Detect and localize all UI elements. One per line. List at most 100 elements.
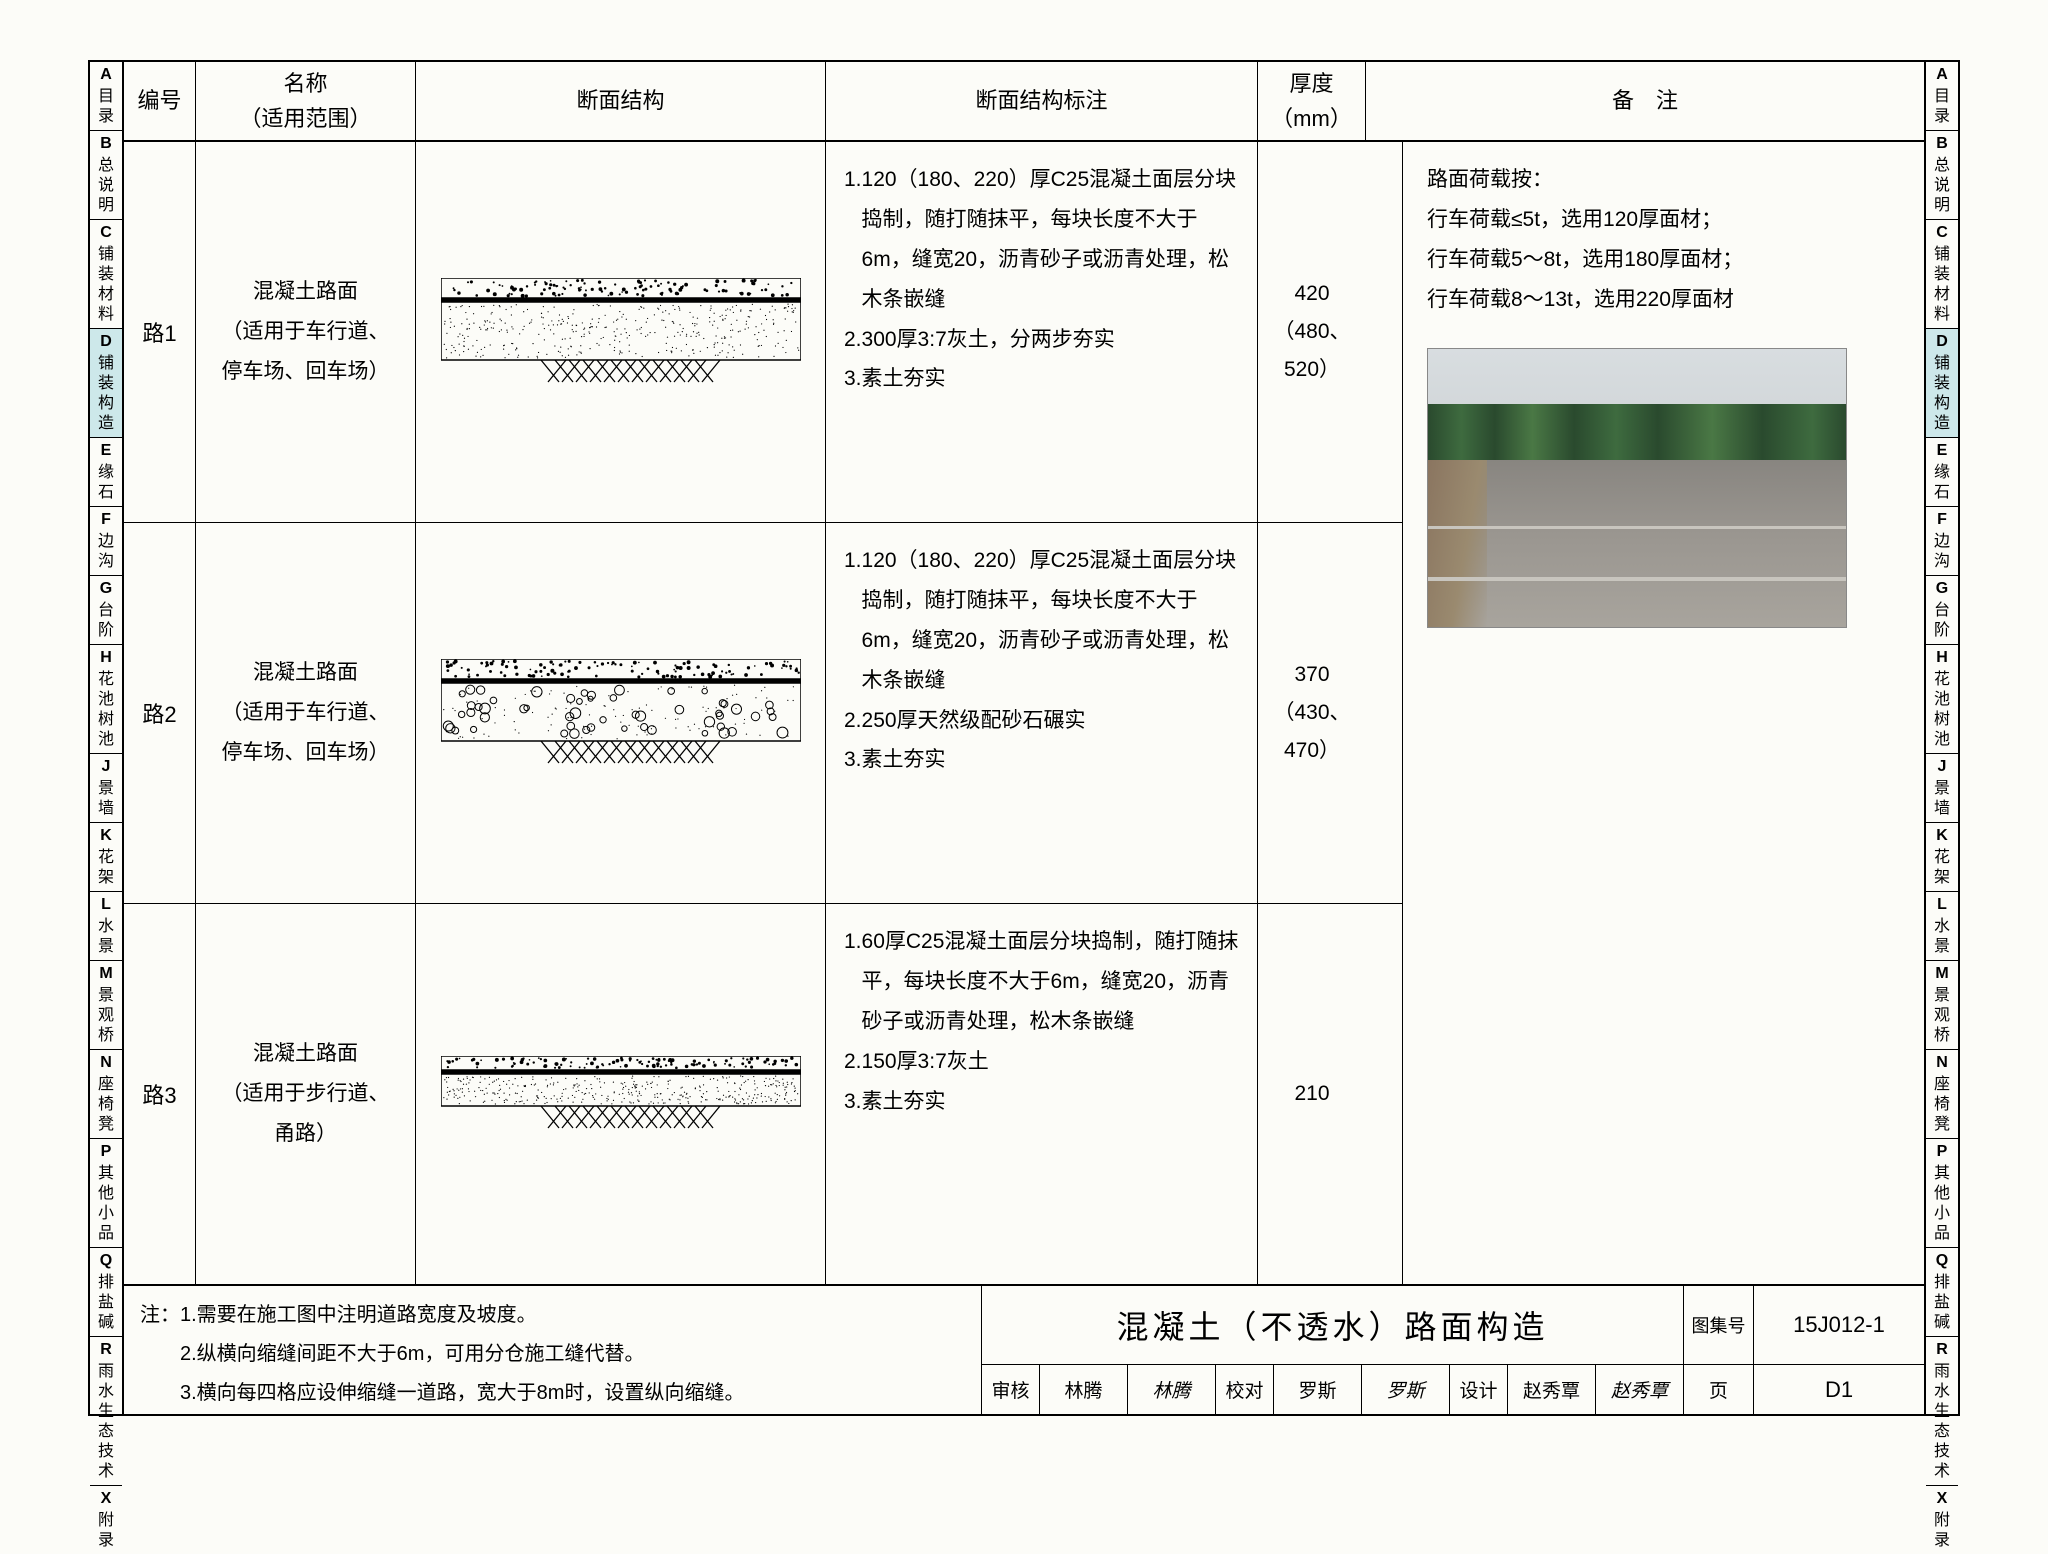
nav-left: A目录B总说明C铺装 材料D铺装 构造E缘石F边沟G台阶H花池 树池J景墙K花架… <box>90 62 124 1414</box>
annot-text: 250厚天然级配砂石碾实 <box>862 701 1086 741</box>
annot-item: 3.素土夯实 <box>844 740 1239 780</box>
annot-item: 2.250厚天然级配砂石碾实 <box>844 701 1239 741</box>
nav-item-C[interactable]: C铺装 材料 <box>90 220 122 329</box>
nav-item-X[interactable]: X附录 <box>1926 1486 1958 1554</box>
nav-item-J[interactable]: J景墙 <box>1926 754 1958 823</box>
name-line: 混凝土路面 <box>253 1034 358 1074</box>
nav-item-N[interactable]: N座椅凳 <box>1926 1050 1958 1139</box>
nav-label: 花架 <box>1929 848 1955 888</box>
thick-line: 210 <box>1294 1075 1329 1113</box>
annot-item: 3.素土夯实 <box>844 359 1239 399</box>
nav-label: 雨水生 态技术 <box>93 1362 119 1482</box>
nav-letter: N <box>100 1053 112 1073</box>
nav-item-B[interactable]: B总说明 <box>90 131 122 220</box>
hdr-struct: 断面结构 <box>416 62 826 140</box>
thick-line: 370 <box>1294 656 1329 694</box>
name-line: 混凝土路面 <box>253 653 358 693</box>
annot-text: 60厚C25混凝土面层分块捣制，随打随抹平，每块长度不大于6m，缝宽20，沥青砂… <box>862 922 1239 1042</box>
notes-label: 注： <box>140 1296 180 1413</box>
hdr-name-l1: 名称 <box>283 66 327 101</box>
nav-item-L[interactable]: L水景 <box>1926 892 1958 961</box>
row-name: 混凝土路面（适用于车行道、停车场、回车场） <box>196 142 416 522</box>
nav-item-P[interactable]: P其他 小品 <box>90 1139 122 1248</box>
nav-item-A[interactable]: A目录 <box>1926 62 1958 131</box>
nav-letter: H <box>100 648 112 668</box>
note-line: 1.需要在施工图中注明道路宽度及坡度。 <box>180 1296 744 1335</box>
nav-label: 花池 树池 <box>93 670 119 750</box>
reference-photo <box>1427 348 1847 628</box>
annot-text: 300厚3:7灰土，分两步夯实 <box>862 320 1115 360</box>
nav-letter: Q <box>1936 1251 1948 1271</box>
nav-item-R[interactable]: R雨水生 态技术 <box>1926 1337 1958 1486</box>
nav-item-L[interactable]: L水景 <box>90 892 122 961</box>
header-row: 编号 名称 （适用范围） 断面结构 断面结构标注 厚度 （mm） 备 注 <box>124 62 1924 142</box>
nav-label: 目录 <box>1929 87 1955 127</box>
nav-item-F[interactable]: F边沟 <box>90 507 122 576</box>
nav-letter: X <box>1937 1489 1948 1509</box>
row-section <box>416 523 826 903</box>
nav-item-G[interactable]: G台阶 <box>90 576 122 645</box>
code-value: 15J012-1 <box>1754 1286 1924 1364</box>
nav-item-R[interactable]: R雨水生 态技术 <box>90 1337 122 1486</box>
nav-item-E[interactable]: E缘石 <box>1926 438 1958 507</box>
nav-letter: G <box>100 579 112 599</box>
nav-letter: C <box>1936 223 1948 243</box>
hdr-remark-text: 备 注 <box>1612 83 1678 118</box>
nav-letter: M <box>1935 964 1948 984</box>
nav-item-M[interactable]: M景观桥 <box>1926 961 1958 1050</box>
nav-item-D[interactable]: D铺装 构造 <box>1926 329 1958 438</box>
hdr-name: 名称 （适用范围） <box>196 62 416 140</box>
nav-item-E[interactable]: E缘石 <box>90 438 122 507</box>
name-line: 混凝土路面 <box>253 272 358 312</box>
remark-line: 路面荷载按： <box>1427 160 1900 200</box>
nav-item-Q[interactable]: Q排盐碱 <box>90 1248 122 1337</box>
nav-right: A目录B总说明C铺装 材料D铺装 构造E缘石F边沟G台阶H花池 树池J景墙K花架… <box>1924 62 1958 1414</box>
nav-item-H[interactable]: H花池 树池 <box>1926 645 1958 754</box>
row-section <box>416 904 826 1284</box>
nav-item-B[interactable]: B总说明 <box>1926 131 1958 220</box>
cross-section-diagram <box>441 1056 801 1132</box>
sig-signature: 林腾 <box>1128 1365 1216 1414</box>
hdr-thick-l2: （mm） <box>1271 101 1352 136</box>
annot-text: 素土夯实 <box>862 1082 946 1122</box>
cross-section-diagram <box>441 659 801 767</box>
nav-item-F[interactable]: F边沟 <box>1926 507 1958 576</box>
nav-item-K[interactable]: K花架 <box>1926 823 1958 892</box>
row-annotation: 1.60厚C25混凝土面层分块捣制，随打随抹平，每块长度不大于6m，缝宽20，沥… <box>826 904 1258 1284</box>
footer-titleblock: 混凝土（不透水）路面构造 图集号 15J012-1 审核林腾林腾校对罗斯罗斯设计… <box>982 1286 1924 1414</box>
nav-item-G[interactable]: G台阶 <box>1926 576 1958 645</box>
nav-item-M[interactable]: M景观桥 <box>90 961 122 1050</box>
name-line: （适用于步行道、 <box>222 1074 390 1114</box>
nav-label: 铺装 构造 <box>93 354 119 434</box>
row-num: 路1 <box>124 142 196 522</box>
footer: 注：1.需要在施工图中注明道路宽度及坡度。2.纵横向缩缝间距不大于6m，可用分仓… <box>124 1284 1924 1414</box>
nav-label: 附录 <box>1929 1511 1955 1551</box>
nav-letter: J <box>102 757 111 777</box>
cross-section-diagram <box>441 278 801 386</box>
thick-line: 470） <box>1284 732 1340 770</box>
nav-letter: H <box>1936 648 1948 668</box>
nav-item-D[interactable]: D铺装 构造 <box>90 329 122 438</box>
nav-item-X[interactable]: X附录 <box>90 1486 122 1554</box>
nav-label: 铺装 材料 <box>93 245 119 325</box>
nav-label: 其他 小品 <box>1929 1164 1955 1244</box>
nav-item-Q[interactable]: Q排盐碱 <box>1926 1248 1958 1337</box>
nav-letter: C <box>100 223 112 243</box>
thick-line: 520） <box>1284 351 1340 389</box>
nav-item-A[interactable]: A目录 <box>90 62 122 131</box>
sig-name: 赵秀覃 <box>1508 1365 1596 1414</box>
nav-label: 排盐碱 <box>93 1273 119 1333</box>
nav-item-N[interactable]: N座椅凳 <box>90 1050 122 1139</box>
row-annotation: 1.120（180、220）厚C25混凝土面层分块捣制，随打随抹平，每块长度不大… <box>826 523 1258 903</box>
thick-line: （430、 <box>1273 694 1350 732</box>
nav-item-K[interactable]: K花架 <box>90 823 122 892</box>
nav-item-C[interactable]: C铺装 材料 <box>1926 220 1958 329</box>
row-thickness: 210 <box>1258 904 1366 1284</box>
annot-item: 2.300厚3:7灰土，分两步夯实 <box>844 320 1239 360</box>
sig-name: 林腾 <box>1040 1365 1128 1414</box>
main-content: 编号 名称 （适用范围） 断面结构 断面结构标注 厚度 （mm） 备 注 <box>124 62 1924 1414</box>
nav-item-H[interactable]: H花池 树池 <box>90 645 122 754</box>
nav-letter: A <box>100 65 112 85</box>
nav-item-J[interactable]: J景墙 <box>90 754 122 823</box>
nav-item-P[interactable]: P其他 小品 <box>1926 1139 1958 1248</box>
